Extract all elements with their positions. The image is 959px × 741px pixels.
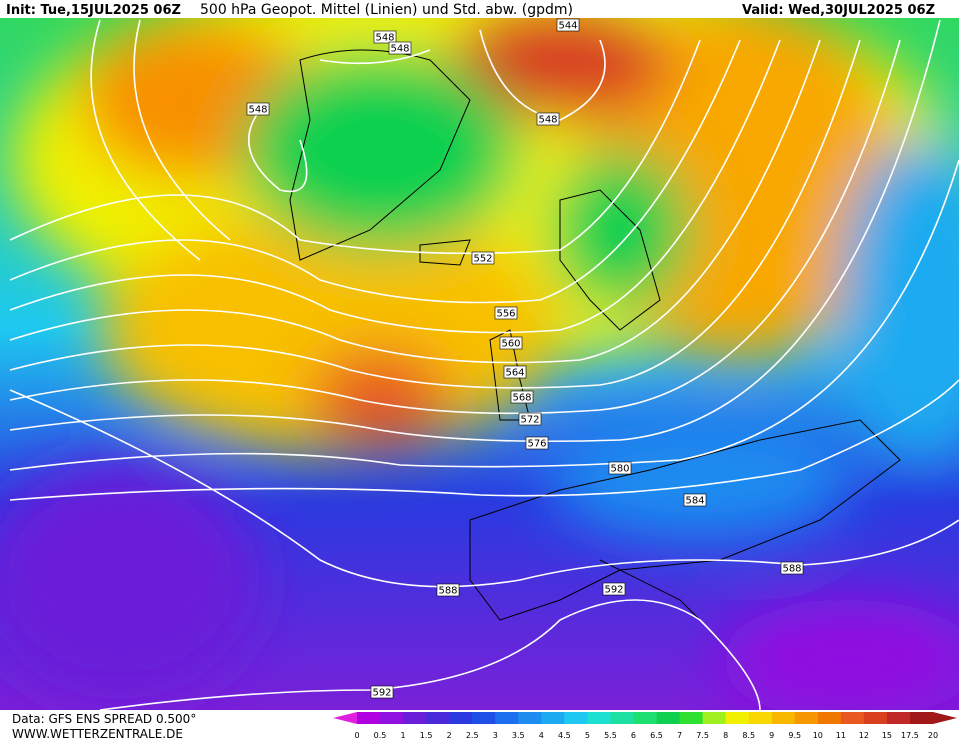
legend-swatch <box>380 712 404 724</box>
contour-label-box <box>780 561 804 575</box>
legend-label: 2 <box>447 731 452 740</box>
contour-label: 544 <box>558 21 577 32</box>
contour-label-box <box>388 41 412 55</box>
contour-label: 564 <box>505 368 524 379</box>
legend-label: 1 <box>401 731 406 740</box>
site-name: WWW.WETTERZENTRALE.DE <box>12 727 183 741</box>
legend-swatch <box>518 712 542 724</box>
legend-label: 3 <box>493 731 498 740</box>
contour-labels: 5485485485445485525565605645685725765805… <box>246 18 804 699</box>
contour-label-box <box>510 390 534 404</box>
contour-label: 548 <box>538 115 557 126</box>
legend-label: 9.5 <box>788 731 801 740</box>
legend-label: 1.5 <box>420 731 433 740</box>
legend-label: 7.5 <box>696 731 709 740</box>
contour-label-box <box>683 493 707 507</box>
legend-swatch <box>909 712 934 724</box>
legend-swatch <box>725 712 750 724</box>
contour-label-box <box>602 582 626 596</box>
legend-swatch <box>403 712 427 724</box>
legend-arrow-right <box>933 712 957 724</box>
contour-label-box <box>471 251 495 265</box>
legend-label: 6.5 <box>650 731 663 740</box>
legend-swatch <box>495 712 519 724</box>
valid-time: Valid: Wed,30JUL2025 06Z <box>742 3 935 18</box>
legend-swatch <box>679 712 704 724</box>
contour-label: 548 <box>248 105 267 116</box>
contour-label: 548 <box>390 44 409 55</box>
legend-label: 17.5 <box>901 731 919 740</box>
contour-label: 556 <box>496 309 515 320</box>
legend-swatch <box>541 712 565 724</box>
color-legend: 0 0.5 1 1.5 2 2.5 3 3.5 4 4.5 5 5.5 6 6.5 7 7.5 8 8.5 9 9.5… <box>333 712 957 740</box>
contour-label-box <box>525 436 549 450</box>
contour-label-box <box>503 365 527 379</box>
contour-label: 588 <box>782 564 801 575</box>
legend-swatch <box>840 712 865 724</box>
legend-label: 12 <box>859 731 869 740</box>
legend-label: 8.5 <box>742 731 755 740</box>
map-title: 500 hPa Geopot. Mittel (Linien) und Std.… <box>200 2 573 18</box>
legend-arrow-left <box>333 712 357 724</box>
contour-label-box <box>499 336 523 350</box>
contour-label: 572 <box>520 415 539 426</box>
legend-label: 5.5 <box>604 731 617 740</box>
legend-swatch <box>794 712 819 724</box>
contour-label: 548 <box>375 33 394 44</box>
data-source: Data: GFS ENS SPREAD 0.500° <box>12 712 196 726</box>
contour-label: 584 <box>685 496 704 507</box>
contour-label-box <box>494 306 518 320</box>
contour-label: 568 <box>512 393 531 404</box>
legend-swatch <box>610 712 634 724</box>
legend-label: 2.5 <box>466 731 479 740</box>
legend-swatch <box>472 712 496 724</box>
legend-label: 4 <box>539 731 544 740</box>
contour-label-box <box>373 30 397 44</box>
legend-swatch <box>426 712 450 724</box>
contour-label-box <box>608 461 632 475</box>
legend-label: 4.5 <box>558 731 571 740</box>
contour-label-box <box>370 685 394 699</box>
legend-label: 11 <box>836 731 846 740</box>
legend-swatch <box>817 712 842 724</box>
contour-label-box <box>536 112 560 126</box>
legend-label: 20 <box>928 731 938 740</box>
legend-label: 0 <box>354 731 359 740</box>
legend-swatch <box>357 712 381 724</box>
contour-label-box <box>436 583 460 597</box>
contour-label: 580 <box>610 464 629 475</box>
contour-label: 592 <box>372 688 391 699</box>
legend-swatch <box>449 712 473 724</box>
contour-label: 576 <box>527 439 546 450</box>
legend-label: 10 <box>813 731 823 740</box>
legend-swatch <box>656 712 681 724</box>
legend-swatch <box>702 712 727 724</box>
legend-label: 8 <box>723 731 728 740</box>
legend-label: 7 <box>677 731 682 740</box>
contour-label: 588 <box>438 586 457 597</box>
legend-swatch <box>564 712 588 724</box>
contour-label: 552 <box>473 254 492 265</box>
legend-label: 0.5 <box>374 731 387 740</box>
contour-label-box <box>518 412 542 426</box>
legend-label: 3.5 <box>512 731 525 740</box>
contour-label: 592 <box>604 585 623 596</box>
legend-swatch <box>587 712 611 724</box>
legend-swatch <box>771 712 796 724</box>
legend-label: 6 <box>631 731 636 740</box>
map <box>0 18 959 710</box>
contour-label-box <box>246 102 270 116</box>
legend-swatch <box>748 712 773 724</box>
legend-swatch <box>633 712 658 724</box>
legend-label: 5 <box>585 731 590 740</box>
init-time: Init: Tue,15JUL2025 06Z <box>6 3 181 18</box>
contour-label: 560 <box>501 339 520 350</box>
legend-swatch <box>863 712 888 724</box>
contour-label-box <box>556 18 580 32</box>
legend-label: 9 <box>769 731 774 740</box>
legend-label: 15 <box>882 731 892 740</box>
legend-swatch <box>886 712 911 724</box>
